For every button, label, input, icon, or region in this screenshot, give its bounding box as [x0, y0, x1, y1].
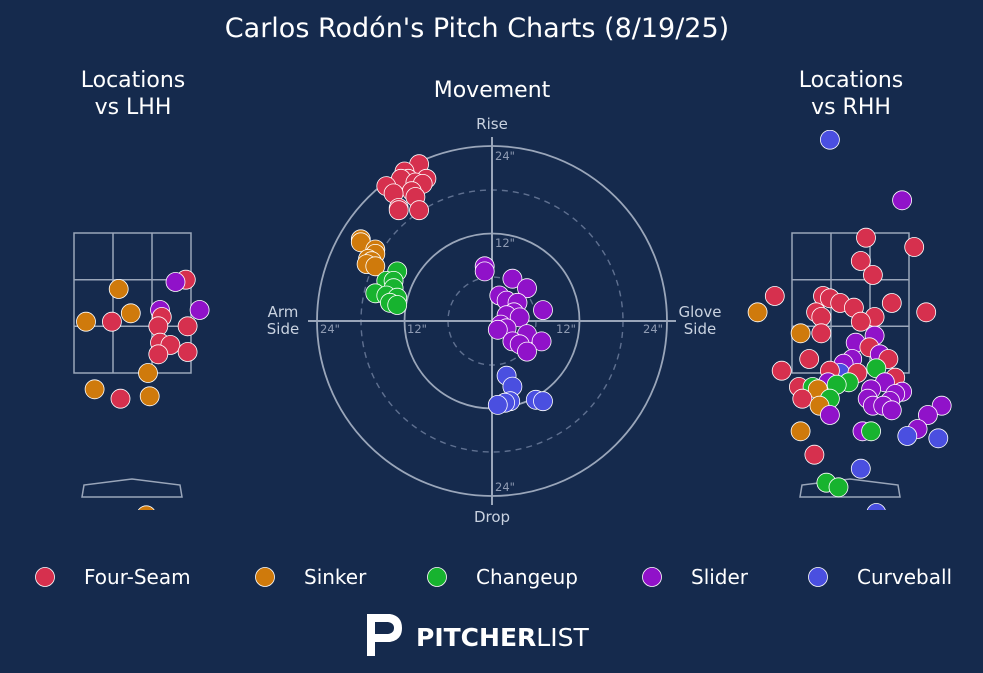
lhh-sinker-point [138, 363, 158, 383]
lhh-sinker-point [76, 311, 96, 332]
rhh-curveball-point [897, 426, 918, 446]
lhh-title-line2: vs LHH [95, 95, 172, 120]
movement-slider-point [474, 261, 495, 282]
rhh-home-plate [799, 478, 901, 498]
rhh-four-seam-point [764, 286, 785, 306]
rhh-slider-point [892, 190, 912, 211]
tick-label-left-24: 24" [320, 322, 340, 336]
rhh-changeup-point [828, 477, 849, 498]
movement-slider-point [531, 331, 552, 352]
rhh-curveball-point [850, 458, 871, 479]
chart-title: Carlos Rodón's Pitch Charts (8/19/25) [225, 13, 729, 44]
lhh-four-seam-point [102, 311, 122, 332]
rhh-sinker-point [790, 323, 811, 344]
movement-slider-point [487, 319, 508, 340]
lhh-home-plate [81, 478, 183, 498]
lhh-four-seam-point [177, 342, 198, 362]
rhh-slider-point [918, 405, 938, 425]
movement-changeup-point [387, 295, 408, 315]
locations-rhh-panel: Locations vs RHH [747, 68, 952, 510]
axis-label-rise: Rise [476, 115, 508, 133]
tick-label-right-24: 24" [643, 322, 663, 336]
lhh-four-seam-point [148, 344, 169, 365]
legend-slider-label: Slider [691, 565, 749, 589]
movement-slider-point [502, 268, 523, 289]
rhh-four-seam-point [792, 388, 813, 409]
pitcherlist-p-icon [367, 614, 402, 656]
rhh-curveball-point [928, 428, 949, 449]
movement-sinker-point [365, 256, 386, 277]
tick-label-left-12: 12" [407, 322, 427, 336]
rhh-four-seam-point [904, 237, 925, 257]
rhh-curveball-point [866, 503, 886, 510]
movement-curveball-point [487, 394, 508, 415]
rhh-four-seam-point [863, 265, 883, 285]
movement-four-seam-point [409, 200, 430, 221]
rhh-curveball-point [820, 130, 840, 150]
axis-label-glove-side: Side [684, 320, 716, 338]
rhh-slider-point [881, 400, 902, 421]
rhh-sinker-point [747, 302, 768, 323]
legend-curveball-label: Curveball [857, 565, 952, 589]
lhh-four-seam-point [110, 388, 131, 409]
tick-label-top-24: 24" [495, 149, 515, 163]
lhh-four-seam-point [177, 316, 198, 337]
rhh-four-seam-point [881, 293, 902, 313]
lhh-sinker-point [137, 505, 155, 510]
rhh-changeup-point [861, 421, 881, 442]
movement-curveball-point [533, 391, 553, 412]
logo-text-bold: PITCHER [416, 623, 536, 652]
rhh-slider-point [820, 405, 840, 425]
axis-label-drop: Drop [474, 508, 510, 526]
logo-text-light: LIST [536, 623, 589, 652]
rhh-four-seam-point [811, 323, 832, 344]
lhh-slider-point [165, 272, 186, 292]
legend-slider-marker [642, 567, 662, 587]
movement-slider-point [509, 307, 530, 328]
rhh-four-seam-point [850, 311, 871, 332]
lhh-slider-point [189, 300, 210, 320]
movement-four-seam-point [388, 200, 409, 221]
rhh-four-seam-point [856, 227, 876, 248]
movement-slider-point [533, 300, 553, 321]
tick-label-right-12: 12" [556, 322, 576, 336]
rhh-sinker-point [790, 421, 811, 442]
locations-lhh-panel: Locations vs LHH [73, 68, 210, 510]
movement-slider-point [517, 278, 537, 299]
axis-label-glove: Glove [678, 303, 721, 321]
legend-sinker-marker [255, 567, 275, 587]
rhh-four-seam-point [799, 349, 820, 369]
movement-panel: Movement Rise Drop Arm Side Glove Side 2… [267, 78, 722, 526]
legend-changeup-marker [427, 567, 447, 587]
lhh-title-line1: Locations [81, 68, 186, 93]
legend-curveball-marker [808, 567, 828, 587]
rhh-four-seam-point [804, 444, 825, 465]
rhh-four-seam-point [916, 302, 937, 323]
lhh-sinker-point [139, 386, 160, 407]
movement-slider-point [517, 341, 537, 362]
rhh-four-seam-point [771, 360, 792, 381]
rhh-four-seam-point [850, 251, 871, 271]
lhh-sinker-point [120, 303, 141, 324]
pitch-legend: Four-Seam Sinker Changeup Slider Curveball [35, 565, 952, 589]
lhh-sinker-point [84, 379, 105, 400]
axis-label-arm: Arm [268, 303, 299, 321]
rhh-slider-point [931, 395, 952, 416]
tick-label-bottom-24: 24" [495, 480, 515, 494]
svg-text:PITCHERLIST: PITCHERLIST [416, 623, 589, 652]
legend-changeup-label: Changeup [476, 565, 578, 589]
axis-label-arm-side: Side [267, 320, 299, 338]
pitcherlist-logo: PITCHERLIST [367, 614, 589, 656]
rhh-title-line1: Locations [799, 68, 904, 93]
legend-four-seam-label: Four-Seam [84, 565, 191, 589]
legend-sinker-label: Sinker [304, 565, 367, 589]
lhh-sinker-point [108, 279, 129, 299]
tick-label-top-12: 12" [495, 236, 515, 250]
rhh-title-line2: vs RHH [811, 95, 891, 120]
legend-four-seam-marker [35, 567, 55, 587]
movement-title: Movement [434, 78, 551, 103]
